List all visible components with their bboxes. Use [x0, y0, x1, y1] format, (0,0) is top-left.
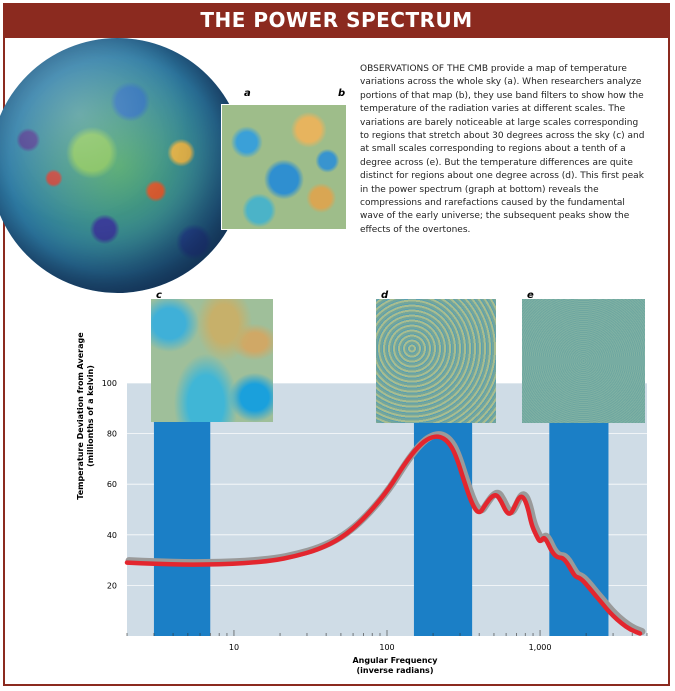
x-tick-label-1000: 1,000 [529, 643, 552, 652]
x-axis-label-line2: (inverse radians) [356, 666, 434, 675]
y-tick-label-100: 100 [102, 380, 117, 388]
x-axis-label-line1: Angular Frequency [352, 656, 438, 665]
panel-label-c: c [156, 290, 162, 301]
power-spectrum-chart: 20 40 60 80 100 10 100 1,000 [102, 380, 648, 652]
band-filter-image-c [151, 299, 273, 422]
sky-map-portion-b [221, 104, 347, 230]
x-tick-label-10: 10 [229, 643, 239, 652]
panel-label-a: a [244, 88, 251, 99]
x-tick-label-100: 100 [379, 643, 394, 652]
panel-label-b: b [338, 88, 346, 99]
y-axis-label-line2: (millionths of a kelvin) [86, 365, 95, 467]
x-axis-label: Angular Frequency (inverse radians) [320, 656, 470, 676]
y-tick-label-60: 60 [107, 480, 117, 489]
band-filter-image-e [522, 299, 645, 423]
cmb-sky-map-globe [0, 38, 245, 293]
band-filter-image-d [376, 299, 496, 423]
y-axis-label-line1: Temperature Deviation from Average [76, 332, 85, 500]
y-axis-label: Temperature Deviation from Average (mill… [76, 316, 96, 516]
panel-label-e: e [527, 290, 534, 301]
y-tick-label-40: 40 [107, 531, 117, 540]
panel-label-d: d [381, 290, 389, 301]
description-text: OBSERVATIONS OF THE CMB provide a map of… [360, 64, 645, 235]
power-spectrum-curve [124, 434, 643, 636]
frequency-band-d [413, 383, 473, 636]
page-title: THE POWER SPECTRUM [3, 3, 670, 38]
frequency-band-c [153, 383, 211, 636]
y-tick-label-80: 80 [107, 430, 117, 439]
y-tick-label-20: 20 [107, 581, 117, 590]
